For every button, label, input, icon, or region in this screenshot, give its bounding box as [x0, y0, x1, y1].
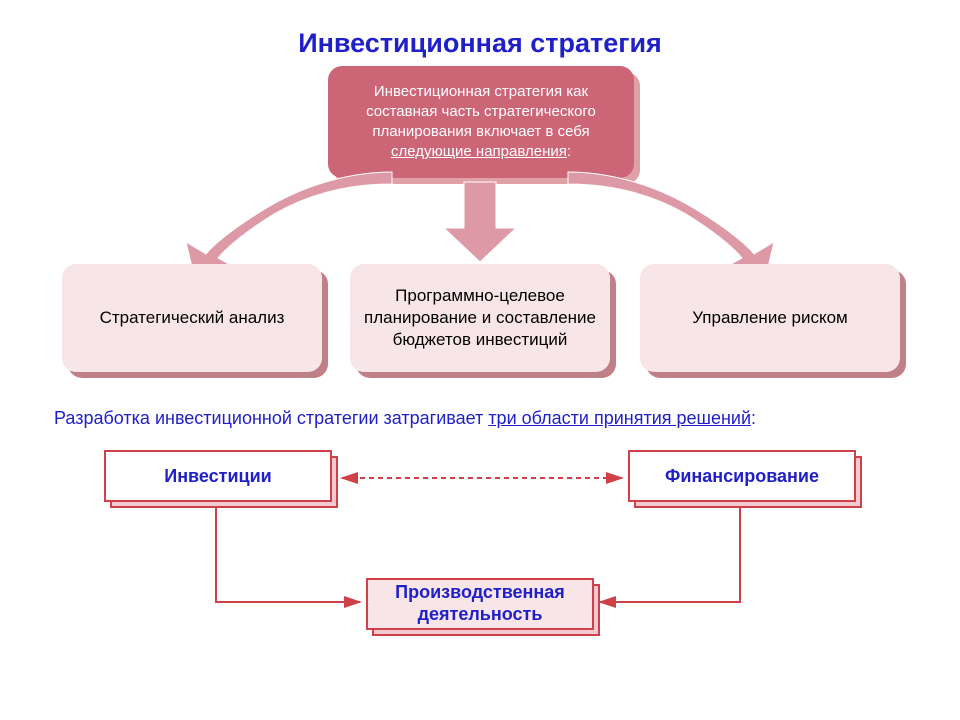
top-box-suffix: : — [567, 143, 571, 160]
mid-box-1: Стратегический анализ — [62, 264, 322, 372]
prod-label-2: деятельность — [418, 604, 543, 626]
top-box-line2: составная часть стратегического — [366, 102, 596, 122]
subtitle: Разработка инвестиционной стратегии затр… — [54, 408, 756, 429]
top-box-line4: следующие направления: — [391, 142, 571, 162]
page-title: Инвестиционная стратегия — [0, 28, 960, 59]
finance-box: Финансирование — [628, 450, 856, 502]
subtitle-suffix: : — [751, 408, 756, 428]
top-box: Инвестиционная стратегия как составная ч… — [328, 66, 634, 178]
top-box-line3: планирования включает в себя — [372, 122, 589, 142]
fat-arrow-center — [444, 182, 516, 262]
prod-box: Производственная деятельность — [366, 578, 594, 630]
arrow-invest-to-prod — [216, 508, 360, 602]
top-box-line1: Инвестиционная стратегия как — [374, 82, 588, 102]
prod-label-1: Производственная — [395, 582, 565, 604]
mid-box-1-text: Стратегический анализ — [100, 307, 285, 329]
mid-box-2-text: Программно-целевое планирование и состав… — [364, 285, 596, 351]
arrow-finance-to-prod — [600, 508, 740, 602]
invest-label: Инвестиции — [164, 466, 272, 487]
subtitle-prefix: Разработка инвестиционной стратегии затр… — [54, 408, 488, 428]
invest-box: Инвестиции — [104, 450, 332, 502]
finance-label: Финансирование — [665, 466, 819, 487]
mid-box-3-text: Управление риском — [692, 307, 847, 329]
subtitle-underline: три области принятия решений — [488, 408, 751, 428]
top-box-underline: следующие направления — [391, 143, 567, 160]
mid-box-3: Управление риском — [640, 264, 900, 372]
mid-box-2: Программно-целевое планирование и состав… — [350, 264, 610, 372]
